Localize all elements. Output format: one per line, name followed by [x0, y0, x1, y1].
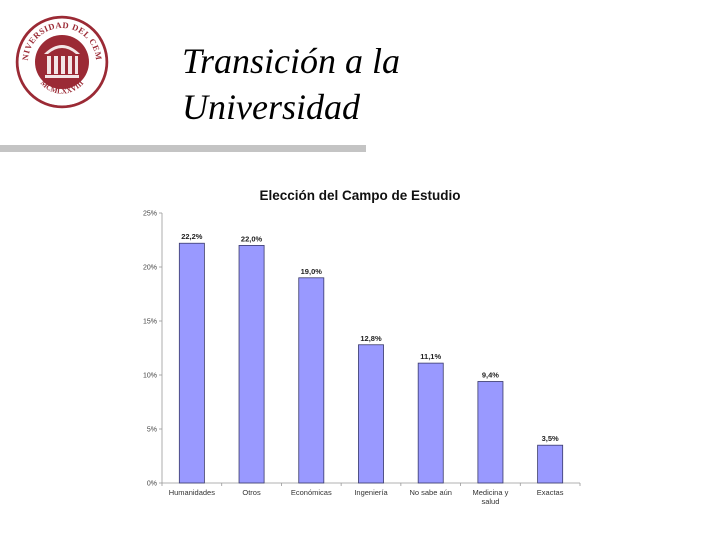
y-tick-label: 15%	[143, 319, 157, 326]
data-label: 11,1%	[420, 352, 441, 361]
category-label: Medicina y salud	[472, 488, 508, 506]
y-tick-label: 5%	[147, 427, 157, 434]
data-label: 9,4%	[482, 370, 499, 379]
bar-5	[417, 362, 444, 484]
category-label: Ingeniería	[354, 488, 388, 497]
category-label: Humanidades	[169, 488, 216, 497]
category-label: Exactas	[537, 488, 564, 497]
bar-chart: Elección del Campo de Estudio 0% 5% 10% 15%…	[143, 188, 581, 506]
slide-title-line2: Universidad	[182, 87, 360, 127]
bar-2	[238, 245, 265, 484]
y-tick-label: 20%	[143, 265, 157, 272]
y-tick-label: 25%	[143, 211, 157, 218]
bar-4	[358, 344, 384, 484]
bar-3	[298, 277, 325, 484]
data-label: 22,2%	[181, 232, 203, 241]
title-divider	[0, 145, 366, 152]
data-label: 3,5%	[542, 434, 559, 443]
y-tick-label: 0%	[147, 481, 157, 488]
bar-6	[477, 381, 504, 484]
bar-1	[178, 242, 205, 484]
y-tick-label: 10%	[143, 373, 157, 380]
chart-title: Elección del Campo de Estudio	[259, 188, 460, 203]
category-label: Otros	[242, 488, 261, 497]
slide-title: Transición a la Universidad	[182, 38, 400, 130]
category-label: Económicas	[291, 488, 332, 497]
data-label: 19,0%	[301, 267, 323, 276]
category-label: No sabe aún	[409, 488, 452, 497]
university-logo: UNIVERSIDAD DEL CEMA MCMLXXVIII	[11, 6, 110, 110]
bar-7	[537, 444, 564, 484]
slide-title-line1: Transición a la	[182, 41, 401, 81]
data-label: 22,0%	[241, 234, 263, 243]
data-label: 12,8%	[360, 334, 382, 343]
